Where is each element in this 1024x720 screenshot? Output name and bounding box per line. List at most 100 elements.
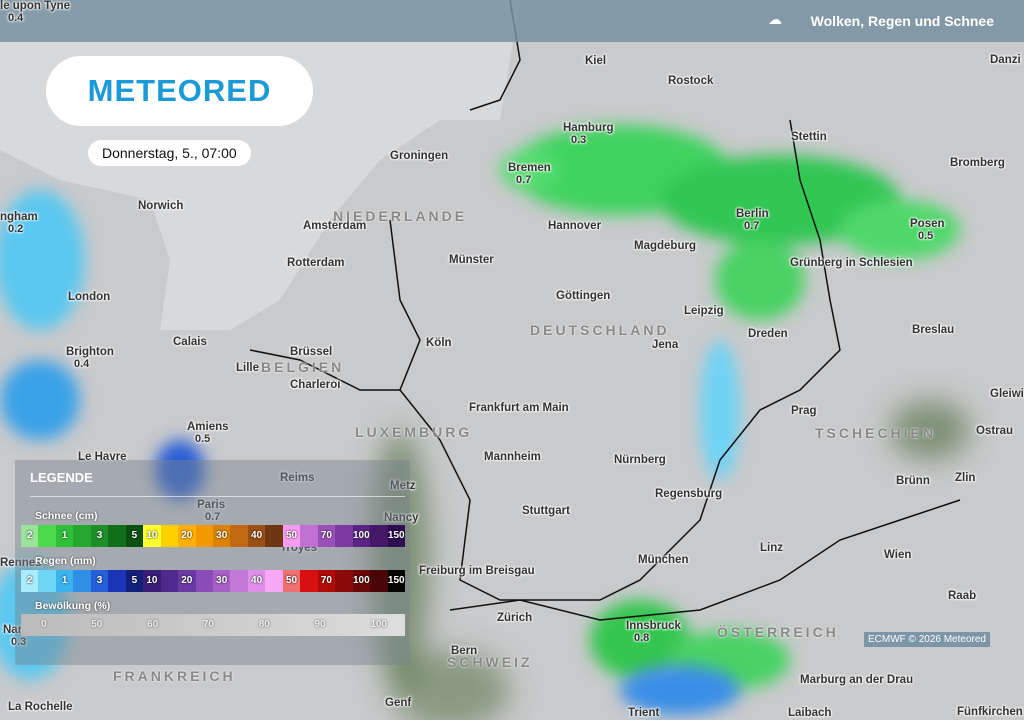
city-label[interactable]: Wien xyxy=(884,549,911,561)
city-label[interactable]: Norwich xyxy=(138,200,183,212)
precip-value: 0.4 xyxy=(74,358,90,370)
city-label[interactable]: Genf xyxy=(385,697,411,709)
city-name: Berlin xyxy=(736,208,769,220)
city-label[interactable]: Laibach xyxy=(788,707,831,719)
city-label[interactable]: London xyxy=(68,291,110,303)
city-label[interactable]: Rostock xyxy=(668,75,713,87)
cloud-tick: 60 xyxy=(147,619,159,630)
city-label[interactable]: Reims xyxy=(280,472,315,484)
city-label[interactable]: Münster xyxy=(449,254,494,266)
city-label[interactable]: Calais xyxy=(173,336,207,348)
city-label[interactable]: Bromberg xyxy=(950,157,1005,169)
snow-scale-cell xyxy=(195,525,213,547)
country-label: TSCHECHIEN xyxy=(815,425,937,441)
city-label[interactable]: Nancy xyxy=(384,512,419,524)
city-name: Mannheim xyxy=(484,451,541,463)
city-label[interactable]: Brünn xyxy=(896,475,930,487)
city-name: Stettin xyxy=(791,131,827,143)
city-label[interactable]: La Rochelle xyxy=(8,701,73,713)
cloud-tick: 50 xyxy=(91,619,103,630)
city-label[interactable]: Köln xyxy=(426,337,452,349)
city-label[interactable]: Marburg an der Drau xyxy=(800,674,913,686)
meteored-logo[interactable]: METEORED xyxy=(46,56,313,126)
city-label[interactable]: Nürnberg xyxy=(614,454,666,466)
city-label[interactable]: Magdeburg xyxy=(634,240,696,252)
city-label[interactable]: Kiel xyxy=(585,55,606,67)
city-name: Charleroi xyxy=(290,379,341,391)
city-label[interactable]: Zürich xyxy=(497,612,532,624)
city-label[interactable]: Le Havre xyxy=(78,451,127,463)
rain-scale-cell: 20 xyxy=(178,570,196,592)
city-label[interactable]: Regensburg xyxy=(655,488,722,500)
city-name: Brünn xyxy=(896,475,930,487)
city-label[interactable]: Rennes xyxy=(0,557,42,569)
snow-scale-cell: 40 xyxy=(247,525,266,547)
city-label[interactable]: Brighton 0.4 xyxy=(66,346,114,370)
city-label[interactable]: Göttingen xyxy=(556,290,610,302)
snow-precip-layer xyxy=(500,125,960,690)
city-label[interactable]: München xyxy=(638,554,688,566)
city-label[interactable]: Ostrau xyxy=(976,425,1013,437)
city-label[interactable]: le upon Tyne 0.4 xyxy=(0,0,70,24)
city-name: Brüssel xyxy=(290,346,333,358)
city-label[interactable]: Brüssel xyxy=(290,346,332,358)
city-label[interactable]: Grünberg in Schlesien xyxy=(790,257,913,269)
rain-scale-cell xyxy=(335,570,353,592)
city-label[interactable]: Posen 0.5 xyxy=(910,218,945,242)
city-label[interactable]: Mannheim xyxy=(484,451,541,463)
precip-value: 0.5 xyxy=(195,433,211,445)
city-label[interactable]: Bern xyxy=(451,645,477,657)
city-name: Danzi xyxy=(990,54,1021,66)
city-label[interactable]: Danzi xyxy=(990,54,1021,66)
city-label[interactable]: Paris 0.7 xyxy=(197,499,225,523)
city-label[interactable]: Bremen 0.7 xyxy=(508,162,551,186)
city-label[interactable]: Dreden xyxy=(748,328,788,340)
country-label: SCHWEIZ xyxy=(447,654,533,670)
city-name: Genf xyxy=(385,697,412,709)
city-name: Dreden xyxy=(748,328,788,340)
city-label[interactable]: Stuttgart xyxy=(522,505,570,517)
city-label[interactable]: Charleroi xyxy=(290,379,341,391)
layer-title[interactable]: Wolken, Regen und Schnee xyxy=(810,13,994,29)
city-name: Magdeburg xyxy=(634,240,696,252)
city-name: Rennes xyxy=(0,557,42,569)
city-label[interactable]: Innsbruck 0.8 xyxy=(626,620,681,644)
city-label[interactable]: Amsterdam xyxy=(303,220,366,232)
city-name: Lille xyxy=(236,362,260,374)
city-label[interactable]: Freiburg im Breisgau xyxy=(419,565,535,577)
city-label[interactable]: Hannover xyxy=(548,220,601,232)
snow-label: Schnee (cm) xyxy=(35,510,98,522)
city-label[interactable]: Frankfurt am Main xyxy=(469,402,569,414)
city-label[interactable]: Trient xyxy=(628,707,659,719)
city-label[interactable]: Fünfkirchen xyxy=(957,706,1023,718)
city-label[interactable]: Stettin xyxy=(791,131,827,143)
city-name: Raab xyxy=(948,590,977,602)
snow-scale-cell: 5 xyxy=(125,525,144,547)
city-label[interactable]: Prag xyxy=(791,405,817,417)
city-label[interactable]: Hamburg 0.3 xyxy=(563,122,613,146)
city-name: Brighton xyxy=(66,346,114,358)
city-name: Innsbruck xyxy=(626,620,681,632)
city-label[interactable]: Raab xyxy=(948,590,976,602)
city-name: Rotterdam xyxy=(287,257,345,269)
rain-scale-cell xyxy=(300,570,318,592)
city-label[interactable]: ngham 0.2 xyxy=(0,211,38,235)
city-label[interactable]: Amiens 0.5 xyxy=(187,421,229,445)
city-label[interactable]: Zlin xyxy=(955,472,975,484)
city-label[interactable]: Berlin 0.7 xyxy=(736,208,769,232)
city-label[interactable]: Breslau xyxy=(912,324,954,336)
city-name: Hannover xyxy=(548,220,602,232)
rain-scale-cell: 1 xyxy=(55,570,74,592)
city-label[interactable]: Leipzig xyxy=(684,305,724,317)
city-name: Laibach xyxy=(788,707,832,719)
city-label[interactable]: Jena xyxy=(652,339,678,351)
legend-divider xyxy=(30,496,405,497)
city-label[interactable]: Metz xyxy=(390,480,416,492)
cloud-tick: 100 xyxy=(370,619,387,630)
city-label[interactable]: Lille xyxy=(236,362,259,374)
city-label[interactable]: Gleiwi xyxy=(990,388,1024,400)
city-label[interactable]: Linz xyxy=(760,542,783,554)
city-label[interactable]: Rotterdam xyxy=(287,257,345,269)
precip-value: 0.2 xyxy=(8,223,24,235)
city-label[interactable]: Groningen xyxy=(390,150,448,162)
